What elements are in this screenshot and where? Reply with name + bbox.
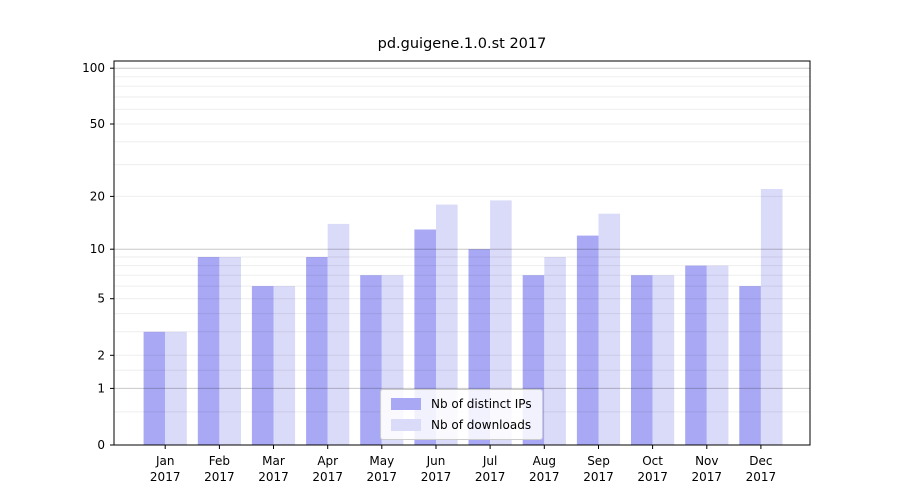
x-tick-label-dec: Dec 2017 <box>746 454 777 484</box>
y-tick-label-50: 50 <box>90 117 105 131</box>
x-tick-label-jan: Jan 2017 <box>150 454 181 484</box>
x-tick-label-may: May 2017 <box>367 454 398 484</box>
x-tick-label-aug: Aug 2017 <box>529 454 560 484</box>
bar-downloads-sep <box>598 213 621 445</box>
bar-downloads-jul <box>490 200 512 445</box>
x-tick-label-jul: Jul 2017 <box>475 454 506 484</box>
bar-distinct-ips-may <box>360 275 382 445</box>
legend-item-distinct-ips: Nb of distinct IPs <box>391 397 532 411</box>
x-tick-label-feb: Feb 2017 <box>204 454 235 484</box>
y-tick-label-20: 20 <box>90 189 105 203</box>
bar-downloads-aug <box>544 257 566 445</box>
x-tick-label-nov: Nov 2017 <box>692 454 723 484</box>
bar-downloads-feb <box>219 257 241 445</box>
x-tick-label-sep: Sep 2017 <box>583 454 614 484</box>
y-tick-label-0: 0 <box>97 438 105 452</box>
bar-distinct-ips-feb <box>197 257 220 445</box>
legend-label-downloads: Nb of downloads <box>431 418 532 432</box>
y-tick-label-2: 2 <box>97 348 105 362</box>
legend-swatch-distinct-ips <box>391 398 421 410</box>
x-tick-label-oct: Oct 2017 <box>637 454 668 484</box>
y-tick-label-1: 1 <box>97 381 105 395</box>
legend-item-downloads: Nb of downloads <box>391 418 532 432</box>
legend-label-distinct-ips: Nb of distinct IPs <box>431 397 532 411</box>
bar-distinct-ips-mar <box>251 286 274 445</box>
bar-downloads-dec <box>760 189 783 445</box>
bar-distinct-ips-sep <box>576 235 599 445</box>
bar-distinct-ips-oct <box>631 275 653 445</box>
legend: Nb of distinct IPs Nb of downloads <box>380 389 543 440</box>
bar-downloads-apr <box>327 223 350 445</box>
bar-distinct-ips-apr <box>306 257 328 445</box>
y-tick-label-100: 100 <box>82 61 105 75</box>
bar-downloads-jun <box>436 204 458 445</box>
bar-distinct-ips-dec <box>739 286 761 445</box>
axes-frame <box>113 60 811 446</box>
y-tick-label-5: 5 <box>97 292 105 306</box>
bar-distinct-ips-jan <box>143 331 166 445</box>
bar-distinct-ips-nov <box>685 265 707 445</box>
x-tick-label-mar: Mar 2017 <box>258 454 289 484</box>
bar-downloads-jan <box>165 331 187 445</box>
chart-title: pd.guigene.1.0.st 2017 <box>377 36 547 52</box>
x-tick-label-jun: Jun 2017 <box>421 454 452 484</box>
x-tick-label-apr: Apr 2017 <box>312 454 343 484</box>
bar-downloads-mar <box>273 286 296 445</box>
legend-swatch-downloads <box>391 419 421 431</box>
y-tick-label-10: 10 <box>90 242 105 256</box>
bar-downloads-nov <box>706 265 729 445</box>
bar-downloads-oct <box>652 275 675 445</box>
